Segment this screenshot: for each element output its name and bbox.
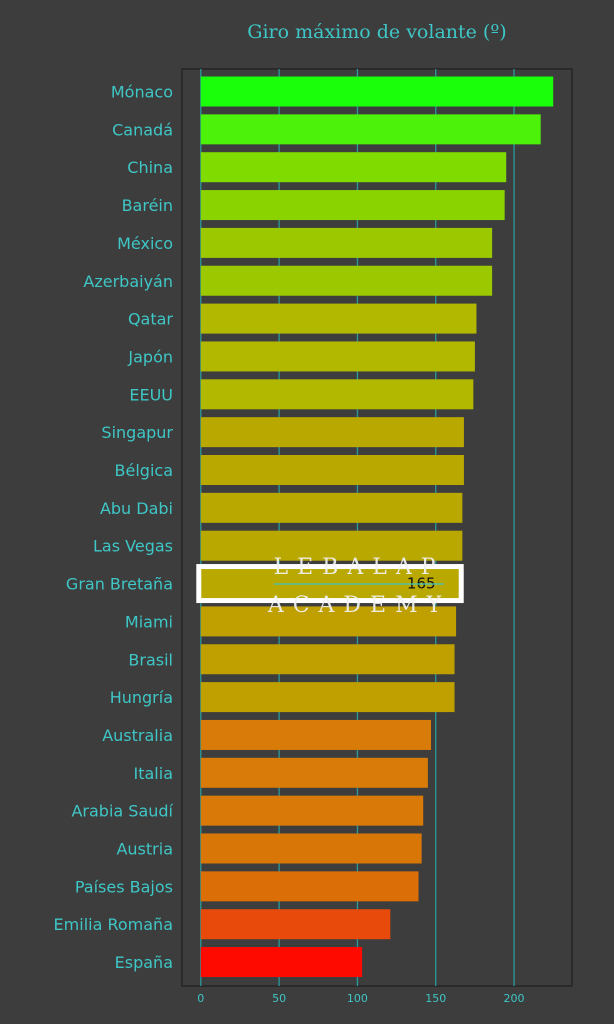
bar — [200, 682, 455, 713]
bar — [200, 76, 554, 107]
category-label: España — [115, 953, 173, 972]
category-label: Baréin — [122, 196, 173, 215]
x-tick-label: 150 — [425, 992, 446, 1005]
bars — [200, 76, 554, 978]
category-label: Emilia Romaña — [54, 915, 173, 934]
bar — [200, 757, 428, 788]
chart-title: Giro máximo de volante (º) — [247, 21, 506, 43]
bar — [200, 719, 432, 750]
bar — [200, 379, 474, 410]
bar — [200, 114, 541, 145]
x-tick-label: 50 — [272, 992, 286, 1005]
category-label: Arabia Saudí — [71, 802, 173, 821]
category-label: Miami — [125, 612, 173, 631]
bar — [200, 303, 477, 334]
bar — [200, 265, 493, 296]
bar — [200, 833, 422, 864]
grid-lines — [200, 69, 515, 986]
x-tick-label: 100 — [347, 992, 368, 1005]
category-label: Brasil — [128, 650, 173, 669]
bar — [200, 644, 455, 675]
watermark-line-2: ACADEMY — [267, 593, 450, 618]
highlight-box — [196, 564, 464, 604]
bar — [200, 455, 464, 485]
bar — [200, 795, 424, 826]
category-label: Hungría — [110, 688, 173, 707]
category-label: Abu Dabi — [100, 499, 173, 518]
bar — [200, 530, 463, 561]
category-label: Las Vegas — [93, 537, 173, 556]
category-label: Bélgica — [115, 461, 173, 480]
bar — [200, 871, 419, 902]
category-labels: Mónaco Canadá China Baréin México Azerbaiyán Q… — [54, 83, 174, 973]
category-label: Australia — [102, 726, 173, 745]
category-label: Azerbaiyán — [83, 272, 173, 291]
category-label: Mónaco — [111, 83, 173, 102]
category-label: China — [127, 158, 173, 177]
category-label: Singapur — [101, 423, 173, 442]
category-label: EEUU — [129, 385, 173, 404]
bar — [200, 417, 464, 448]
x-tick-label: 0 — [197, 992, 204, 1005]
bar — [200, 492, 463, 523]
bar — [200, 152, 507, 183]
category-label: Qatar — [128, 310, 173, 329]
category-label: Italia — [134, 764, 174, 783]
watermark-line-1: LEBALAP — [273, 555, 444, 580]
plot-area — [181, 68, 573, 987]
bar — [200, 947, 363, 978]
bar — [200, 190, 505, 221]
bar — [200, 909, 391, 940]
category-label: Japón — [127, 347, 173, 366]
x-tick-label: 200 — [504, 992, 525, 1005]
bar — [200, 341, 475, 372]
bar — [200, 227, 493, 258]
bar — [200, 606, 457, 637]
category-label: Países Bajos — [75, 877, 173, 896]
x-tick-labels: 0 50 100 150 200 — [197, 992, 524, 1005]
category-label: Austria — [116, 840, 173, 859]
category-label: México — [117, 234, 173, 253]
category-label: Canadá — [112, 120, 173, 139]
category-label: Gran Bretaña — [66, 575, 173, 594]
